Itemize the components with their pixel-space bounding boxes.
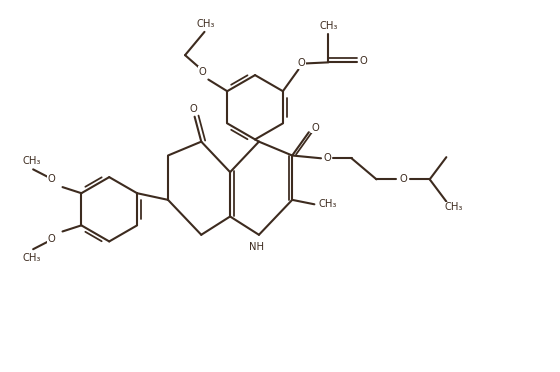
Text: O: O	[298, 58, 306, 68]
Text: O: O	[311, 123, 319, 133]
Text: O: O	[400, 174, 408, 184]
Text: O: O	[324, 153, 332, 163]
Text: NH: NH	[249, 242, 264, 252]
Text: CH₃: CH₃	[319, 21, 338, 31]
Text: CH₃: CH₃	[23, 156, 41, 166]
Text: O: O	[199, 67, 207, 77]
Text: CH₃: CH₃	[23, 253, 41, 263]
Text: CH₃: CH₃	[197, 19, 215, 29]
Text: O: O	[48, 174, 55, 185]
Text: O: O	[360, 56, 368, 66]
Text: CH₃: CH₃	[444, 202, 463, 212]
Text: CH₃: CH₃	[319, 199, 337, 209]
Text: O: O	[48, 234, 55, 244]
Text: O: O	[190, 104, 197, 114]
